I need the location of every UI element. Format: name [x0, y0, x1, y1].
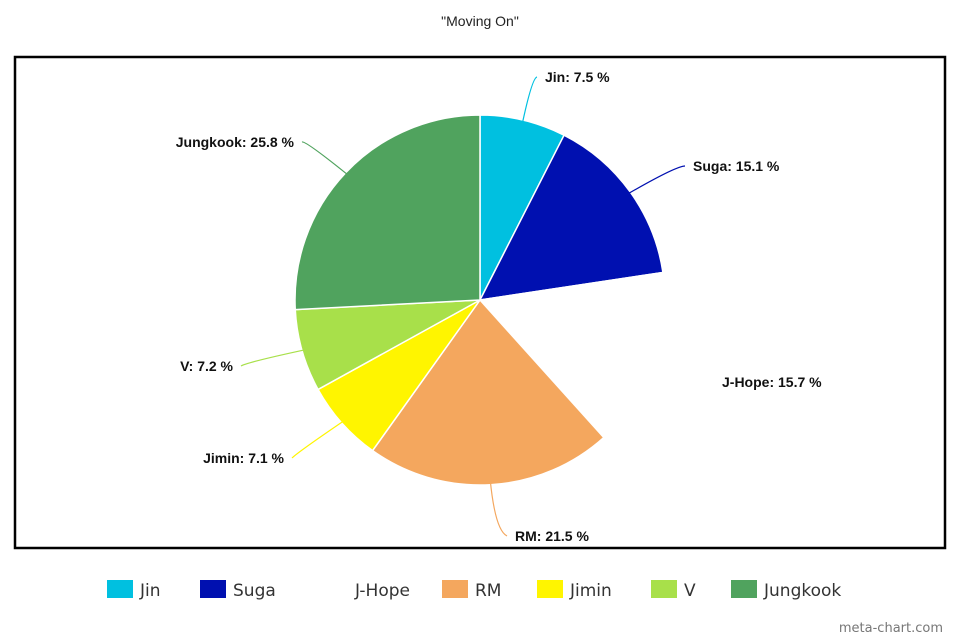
- legend-swatch-jin: [107, 580, 133, 598]
- slice-label-j-hope: J-Hope: 15.7 %: [722, 374, 822, 390]
- slice-label-jin: Jin: 7.5 %: [545, 69, 610, 85]
- legend-label-jin: Jin: [139, 581, 161, 601]
- legend-label-suga: Suga: [233, 581, 276, 601]
- pie-slice-suga[interactable]: [478, 134, 664, 301]
- legend-swatch-suga: [200, 580, 226, 598]
- legend-label-v: V: [684, 581, 696, 601]
- legend-item-jin[interactable]: Jin: [107, 580, 161, 601]
- watermark-text: meta-chart.com: [839, 621, 943, 636]
- slice-label-suga: Suga: 15.1 %: [693, 158, 780, 174]
- leader-line-jungkook: [301, 141, 351, 178]
- legend-label-j-hope: J-Hope: [354, 581, 410, 601]
- slice-label-v: V: 7.2 %: [180, 358, 233, 374]
- legend-item-v[interactable]: V: [651, 580, 696, 601]
- legend-swatch-jungkook: [731, 580, 757, 598]
- slice-labels: Jin: 7.5 % Suga: 15.1 % J-Hope: 15.7 % RM: …: [176, 69, 822, 544]
- leader-line-jin: [521, 76, 538, 127]
- legend-swatch-jimin: [537, 580, 563, 598]
- leader-line-rm: [489, 478, 508, 537]
- slice-label-jimin: Jimin: 7.1 %: [203, 450, 284, 466]
- legend-item-rm[interactable]: RM: [442, 580, 501, 601]
- chart-title: "Moving On": [441, 13, 519, 29]
- legend-swatch-rm: [442, 580, 468, 598]
- leader-lines: [240, 76, 686, 537]
- legend-item-j-hope[interactable]: J-Hope: [322, 580, 410, 601]
- legend-label-jungkook: Jungkook: [763, 581, 841, 601]
- legend-label-jimin: Jimin: [569, 581, 612, 601]
- legend-swatch-j-hope: [322, 580, 348, 598]
- legend-item-jungkook[interactable]: Jungkook: [731, 580, 841, 601]
- legend-swatch-v: [651, 580, 677, 598]
- pie-slice-j-hope[interactable]: [478, 271, 666, 439]
- leader-line-suga: [624, 165, 686, 196]
- legend[interactable]: Jin Suga J-Hope RM Jimin V Jungkook: [107, 580, 841, 601]
- leader-line-jimin: [291, 418, 347, 459]
- legend-label-rm: RM: [475, 581, 501, 601]
- legend-item-suga[interactable]: Suga: [200, 580, 276, 601]
- leader-line-v: [240, 348, 309, 367]
- pie-slices: [294, 114, 666, 486]
- slice-label-jungkook: Jungkook: 25.8 %: [176, 134, 295, 150]
- slice-label-rm: RM: 21.5 %: [515, 528, 589, 544]
- legend-item-jimin[interactable]: Jimin: [537, 580, 612, 601]
